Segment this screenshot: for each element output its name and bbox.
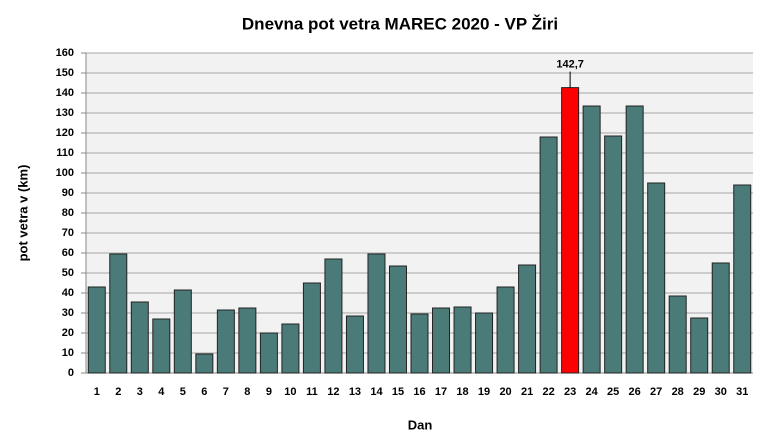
x-tick-label: 2 <box>115 386 121 398</box>
x-tick-label: 31 <box>736 386 748 398</box>
x-tick-label: 16 <box>413 386 425 398</box>
chart-title: Dnevna pot vetra MAREC 2020 - VP Žiri <box>242 14 558 33</box>
bar <box>388 265 407 374</box>
y-tick-label: 30 <box>62 307 74 319</box>
x-tick-label: 5 <box>180 386 186 398</box>
y-tick-label: 40 <box>62 287 74 299</box>
y-tick-label: 10 <box>62 347 74 359</box>
bar <box>195 353 214 374</box>
bar <box>625 105 644 374</box>
x-tick-label: 14 <box>370 386 383 398</box>
bar <box>410 313 429 374</box>
x-tick-label: 27 <box>650 386 662 398</box>
x-tick-label: 23 <box>564 386 576 398</box>
x-axis-label: Dan <box>408 417 433 432</box>
x-tick-label: 3 <box>137 386 143 398</box>
y-axis-label: pot vetra v (km) <box>15 165 30 262</box>
x-tick-label: 25 <box>607 386 619 398</box>
y-tick-label: 50 <box>62 267 74 279</box>
y-tick-label: 60 <box>62 247 74 259</box>
x-tick-label: 1 <box>94 386 100 398</box>
y-tick-label: 80 <box>62 207 74 219</box>
x-tick-label: 17 <box>435 386 447 398</box>
x-tick-label: 29 <box>693 386 705 398</box>
y-tick-label: 0 <box>68 367 74 379</box>
x-tick-label: 8 <box>244 386 250 398</box>
bar <box>475 312 494 374</box>
bar <box>367 253 386 374</box>
bar <box>668 295 687 374</box>
x-tick-label: 4 <box>158 386 165 398</box>
x-tick-label: 10 <box>284 386 296 398</box>
y-tick-label: 70 <box>62 227 74 239</box>
bar <box>216 309 235 374</box>
x-tick-label: 7 <box>223 386 229 398</box>
bar <box>87 286 106 374</box>
x-tick-label: 9 <box>266 386 272 398</box>
bar <box>345 315 364 374</box>
x-tick-label: 19 <box>478 386 490 398</box>
bar <box>152 318 171 374</box>
x-tick-label: 22 <box>542 386 554 398</box>
y-tick-label: 150 <box>56 67 74 79</box>
x-tick-label: 13 <box>349 386 361 398</box>
x-tick-label: 20 <box>499 386 511 398</box>
y-tick-label: 140 <box>56 87 74 99</box>
bar <box>173 289 192 374</box>
value-label: 142,7 <box>556 59 584 71</box>
x-tick-label: 15 <box>392 386 404 398</box>
bar <box>130 301 149 374</box>
x-tick-label: 21 <box>521 386 533 398</box>
x-tick-label: 18 <box>456 386 468 398</box>
bar <box>518 264 537 374</box>
x-tick-label: 26 <box>629 386 641 398</box>
bar <box>539 136 558 374</box>
x-tick-label: 28 <box>672 386 684 398</box>
bar <box>561 87 580 374</box>
bar <box>432 307 451 374</box>
bar <box>604 135 623 374</box>
bar <box>711 262 730 374</box>
x-tick-label: 30 <box>715 386 727 398</box>
y-tick-label: 110 <box>56 147 74 159</box>
bar <box>733 184 752 374</box>
bar <box>453 306 472 374</box>
x-tick-label: 12 <box>327 386 339 398</box>
bar <box>281 323 300 374</box>
y-tick-label: 90 <box>62 187 74 199</box>
y-tick-label: 130 <box>56 107 74 119</box>
bar <box>647 182 666 374</box>
bar <box>109 253 128 374</box>
y-tick-label: 120 <box>56 127 74 139</box>
x-tick-label: 6 <box>201 386 207 398</box>
x-tick-label: 24 <box>586 386 599 398</box>
x-tick-label: 11 <box>306 386 318 398</box>
y-tick-label: 20 <box>62 327 74 339</box>
y-tick-label: 160 <box>56 47 74 59</box>
bar <box>690 317 709 374</box>
bar <box>324 258 343 374</box>
bar <box>582 105 601 374</box>
bar <box>302 282 321 374</box>
y-tick-label: 100 <box>56 167 74 179</box>
bar <box>496 286 515 374</box>
bar <box>238 307 257 374</box>
bar <box>259 332 278 374</box>
